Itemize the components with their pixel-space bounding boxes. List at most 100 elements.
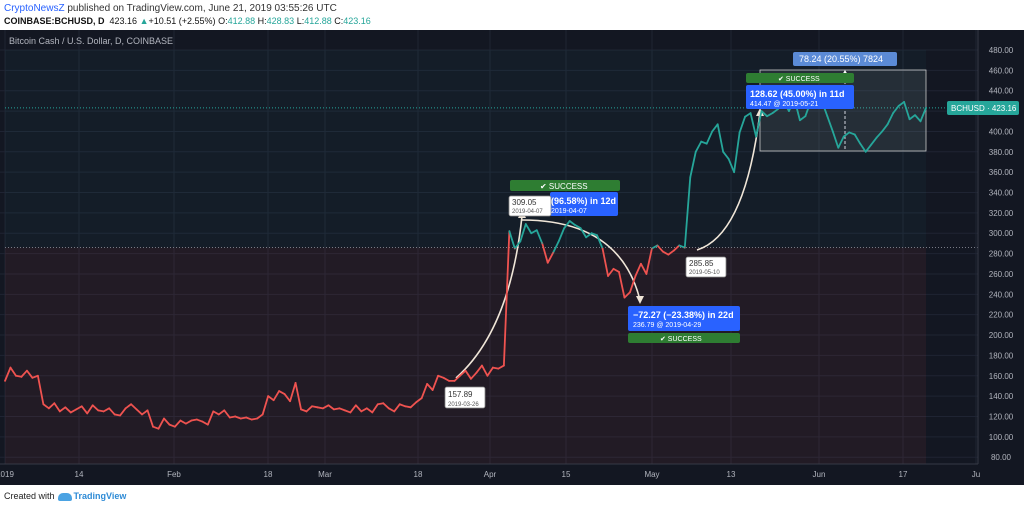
price-point <box>662 250 664 253</box>
price-point <box>541 242 543 245</box>
time-axis[interactable]: 2019 14 Feb 18 Mar 18 Apr 15 May 13 Jun 17 Ju <box>0 470 980 479</box>
price-point <box>459 375 461 377</box>
price-point <box>366 407 368 409</box>
arrow-head-icon <box>636 296 644 304</box>
price-segment <box>195 418 204 423</box>
price-point <box>585 236 587 238</box>
low-value: 412.88 <box>304 16 332 26</box>
price-point <box>201 420 203 423</box>
price-segment <box>481 364 489 377</box>
price-point <box>196 418 198 421</box>
price-segment <box>486 366 494 377</box>
price-segment <box>831 130 840 149</box>
price-segment <box>163 417 171 426</box>
price-point <box>4 380 6 382</box>
price-point <box>530 232 532 234</box>
price-segment <box>157 417 165 430</box>
last-price-label: BCHUSD · 423.16 <box>951 104 1017 113</box>
price-point <box>612 268 615 270</box>
price-point <box>876 136 878 139</box>
price-segment <box>256 413 264 420</box>
price-segment <box>80 405 89 415</box>
price-segment <box>174 419 182 428</box>
open-label: O: <box>218 16 228 26</box>
price-segment <box>672 244 681 252</box>
price-point <box>590 232 593 234</box>
x-tick-label: 18 <box>264 470 273 479</box>
price-point <box>267 395 269 397</box>
price-segment <box>837 135 845 149</box>
price-segment <box>596 234 604 250</box>
price-segment <box>36 374 45 406</box>
gain-label-date: 414.47 @ 2019-05-21 <box>750 101 818 108</box>
pattern-arc-1 <box>455 215 523 379</box>
price-point <box>393 410 395 412</box>
price-point <box>316 406 319 408</box>
price-point <box>234 415 236 418</box>
price-point <box>190 419 192 422</box>
price-point <box>503 364 505 367</box>
price-point <box>678 244 680 247</box>
price-segment <box>716 123 725 153</box>
price-point <box>464 370 467 372</box>
y-tick-label: 240.00 <box>989 290 1014 299</box>
price-segment <box>245 416 253 421</box>
price-point <box>146 409 149 411</box>
price-point <box>70 411 72 414</box>
price-point <box>623 296 626 299</box>
price-point <box>300 408 302 410</box>
price-point <box>240 417 242 420</box>
price-axis[interactable]: 480.00460.00440.00420.00400.00380.00360.… <box>989 46 1014 462</box>
price-point <box>728 158 730 160</box>
chart-area[interactable]: ✔ SUCCESS (96.58%) in 12d 2019-04-07 309.05… <box>0 30 1024 485</box>
last-price: 423.16 <box>109 16 138 26</box>
price-point <box>437 375 439 377</box>
baseline-fills <box>5 50 978 464</box>
price-segment <box>15 374 23 378</box>
gain-label-text: (96.58%) in 12d <box>551 196 616 206</box>
price-point <box>20 376 23 378</box>
chart-title: Bitcoin Cash / U.S. Dollar, D, COINBASE <box>9 36 173 46</box>
price-point <box>870 144 872 146</box>
price-point <box>865 151 867 153</box>
price-segment <box>563 220 571 230</box>
created-with-text: Created with <box>4 491 55 501</box>
author-link[interactable]: CryptoNewsZ <box>4 3 65 14</box>
price-chart[interactable]: ✔ SUCCESS (96.58%) in 12d 2019-04-07 309.05… <box>0 30 1024 485</box>
price-segment <box>903 101 911 121</box>
price-point <box>843 135 845 138</box>
price-point <box>59 410 61 412</box>
low-label: L: <box>296 16 305 26</box>
price-point <box>81 405 83 407</box>
price-segment <box>557 227 566 243</box>
price-segment <box>327 404 335 411</box>
gain-label-text: 128.62 (45.00%) in 11d <box>750 89 845 99</box>
price-segment <box>283 393 291 403</box>
price-point <box>755 135 757 138</box>
price-segment <box>881 123 889 133</box>
price-point <box>388 407 390 409</box>
price-segment <box>223 409 231 419</box>
price-segment <box>437 374 445 379</box>
price-segment <box>135 408 143 416</box>
price-segment <box>404 405 412 409</box>
price-segment <box>502 230 511 367</box>
price-point <box>525 223 527 225</box>
price-point <box>717 123 719 125</box>
price-segment <box>519 223 527 243</box>
price-point <box>700 141 702 143</box>
price-segment <box>914 114 922 123</box>
success-badge-text: ✔ SUCCESS <box>660 336 702 343</box>
price-segment <box>667 249 675 256</box>
price-point <box>547 262 549 264</box>
price-point <box>832 130 834 133</box>
price-segment <box>338 407 346 412</box>
price-point <box>114 413 116 416</box>
price-point <box>75 408 77 410</box>
tradingview-brand[interactable]: TradingView <box>73 491 127 501</box>
publish-text: published on TradingView.com, June 21, 2… <box>64 3 337 14</box>
gain-label-box <box>746 85 854 109</box>
y-tick-label: 160.00 <box>989 372 1014 381</box>
price-point <box>404 405 406 407</box>
price-segment <box>415 397 423 404</box>
